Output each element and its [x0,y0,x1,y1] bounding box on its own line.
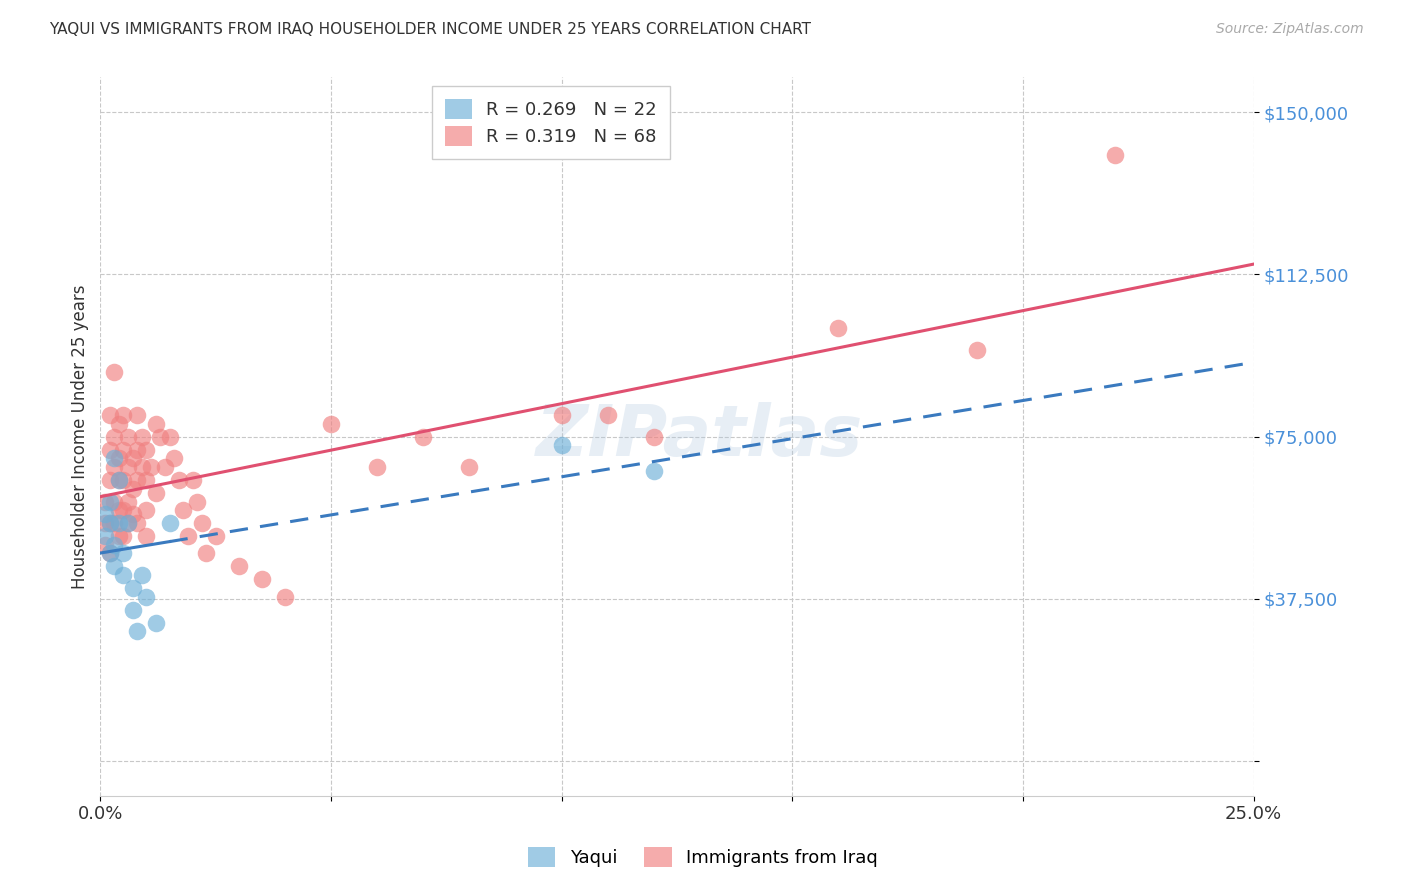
Point [94,494,117,508]
Legend: R = 0.269   N = 22, R = 0.319   N = 68: R = 0.269 N = 22, R = 0.319 N = 68 [432,87,669,159]
Point [107,473,129,487]
Point [172,503,194,517]
Point [98,516,121,530]
Text: ZIPatlas: ZIPatlas [536,402,863,471]
Point [458,459,481,474]
Point [167,473,190,487]
Point [121,508,143,522]
Point [145,615,167,630]
Point [412,429,434,443]
Point [112,529,135,543]
Point [135,503,157,517]
Point [98,408,121,422]
Point [550,408,572,422]
Point [139,459,162,474]
Point [250,573,273,587]
Point [117,429,139,443]
Point [121,451,143,466]
Point [107,529,129,543]
Point [112,546,135,560]
Point [135,442,157,457]
Point [117,494,139,508]
Point [98,442,121,457]
Point [181,473,204,487]
Point [98,546,121,560]
Point [145,417,167,431]
Point [159,516,181,530]
Point [163,451,186,466]
Point [103,494,125,508]
Point [103,459,125,474]
Point [186,494,208,508]
Point [103,429,125,443]
Point [131,429,153,443]
Point [121,482,143,496]
Point [94,538,117,552]
Point [643,429,665,443]
Point [112,503,135,517]
Point [94,529,117,543]
Point [274,590,297,604]
Point [135,590,157,604]
Point [98,494,121,508]
Point [127,408,149,422]
Point [117,516,139,530]
Point [107,503,129,517]
Point [112,442,135,457]
Point [98,473,121,487]
Point [103,559,125,574]
Point [135,529,157,543]
Point [131,459,153,474]
Point [103,538,125,552]
Point [319,417,342,431]
Point [117,459,139,474]
Point [121,581,143,595]
Point [827,321,849,335]
Point [596,408,619,422]
Point [112,568,135,582]
Point [145,486,167,500]
Text: Source: ZipAtlas.com: Source: ZipAtlas.com [1216,22,1364,37]
Point [112,408,135,422]
Text: YAQUI VS IMMIGRANTS FROM IRAQ HOUSEHOLDER INCOME UNDER 25 YEARS CORRELATION CHAR: YAQUI VS IMMIGRANTS FROM IRAQ HOUSEHOLDE… [49,22,811,37]
Point [966,343,988,357]
Point [103,451,125,466]
Point [107,417,129,431]
Point [550,438,572,452]
Point [177,529,200,543]
Point [127,516,149,530]
Point [94,516,117,530]
Point [127,473,149,487]
Point [127,624,149,639]
Point [153,459,176,474]
Point [112,473,135,487]
Point [121,603,143,617]
Point [159,429,181,443]
Point [98,546,121,560]
Point [1104,148,1126,162]
Point [98,516,121,530]
Point [117,516,139,530]
Point [149,429,172,443]
Point [643,464,665,478]
Point [191,516,214,530]
Point [195,546,218,560]
Point [135,473,157,487]
Point [228,559,250,574]
Legend: Yaqui, Immigrants from Iraq: Yaqui, Immigrants from Iraq [522,839,884,874]
Point [103,516,125,530]
Y-axis label: Householder Income Under 25 years: Householder Income Under 25 years [72,285,89,589]
Point [366,459,388,474]
Point [204,529,226,543]
Point [107,516,129,530]
Point [107,473,129,487]
Point [127,442,149,457]
Point [107,451,129,466]
Point [103,365,125,379]
Point [94,508,117,522]
Point [131,568,153,582]
